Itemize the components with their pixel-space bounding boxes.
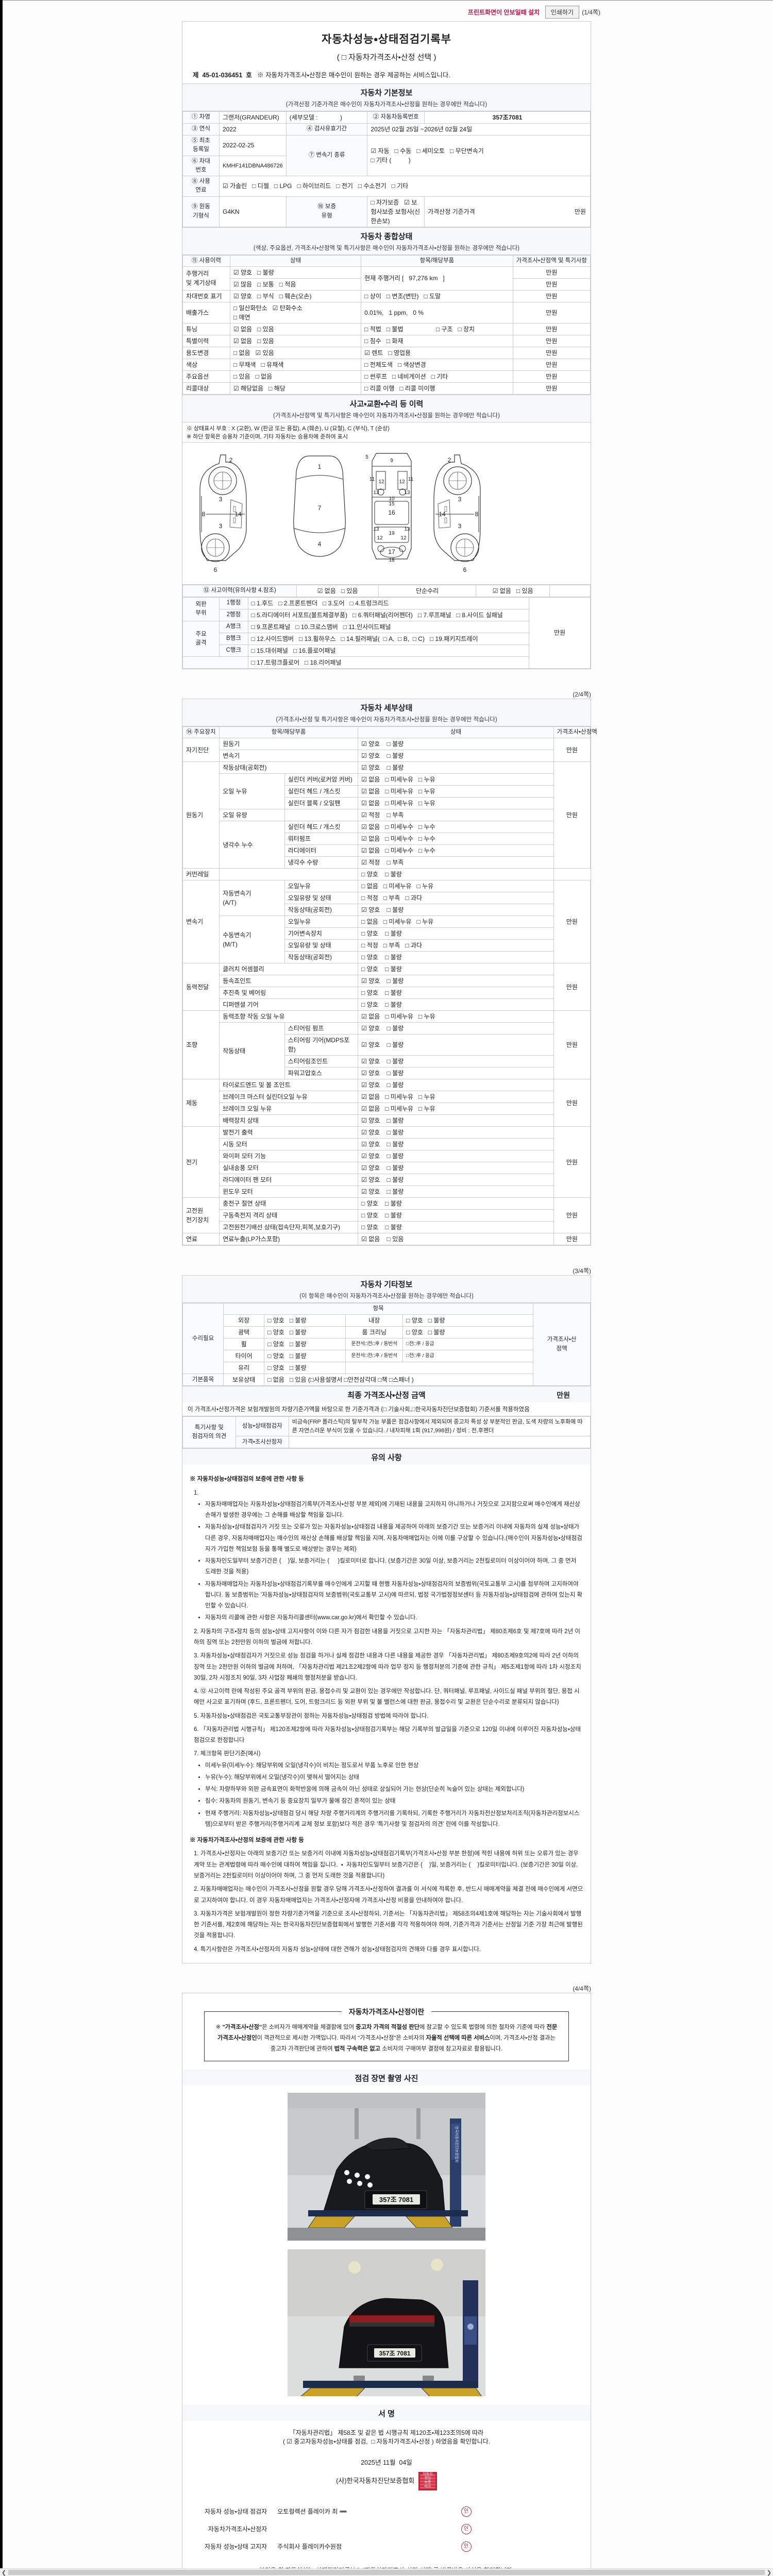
- svg-text:7: 7: [318, 504, 322, 512]
- svg-text:3: 3: [458, 496, 462, 503]
- svg-text:9: 9: [390, 458, 393, 464]
- svg-text:12: 12: [399, 479, 405, 485]
- svg-text:11: 11: [408, 477, 414, 482]
- svg-text:6: 6: [214, 566, 217, 573]
- svg-text:19: 19: [389, 531, 395, 536]
- svg-text:3: 3: [458, 522, 462, 530]
- svg-text:14: 14: [439, 511, 446, 518]
- svg-text:5: 5: [365, 454, 368, 460]
- svg-text:6: 6: [463, 566, 467, 573]
- svg-text:18: 18: [389, 557, 395, 563]
- svg-text:한국자동차진단보증협회: 한국자동차진단보증협회: [455, 2126, 459, 2162]
- svg-text:13: 13: [404, 527, 410, 532]
- svg-text:2: 2: [448, 456, 451, 464]
- svg-text:16: 16: [388, 509, 395, 516]
- svg-text:17: 17: [388, 548, 395, 555]
- svg-text:12: 12: [400, 535, 407, 541]
- svg-text:8: 8: [202, 511, 206, 518]
- svg-text:15: 15: [389, 501, 395, 507]
- svg-text:357조 7081: 357조 7081: [379, 2196, 413, 2204]
- svg-text:13: 13: [373, 527, 379, 532]
- svg-text:8: 8: [475, 511, 479, 518]
- svg-text:12: 12: [378, 479, 384, 485]
- svg-text:13: 13: [373, 490, 379, 496]
- svg-text:4: 4: [318, 540, 322, 548]
- svg-text:12: 12: [377, 535, 383, 541]
- svg-text:3: 3: [219, 522, 223, 530]
- svg-text:2: 2: [229, 456, 233, 464]
- svg-text:14: 14: [234, 511, 242, 518]
- svg-text:13: 13: [404, 490, 410, 496]
- svg-text:11: 11: [369, 477, 375, 482]
- svg-text:3: 3: [219, 496, 223, 503]
- svg-text:1: 1: [318, 463, 322, 470]
- svg-text:357조 7081: 357조 7081: [379, 2350, 410, 2357]
